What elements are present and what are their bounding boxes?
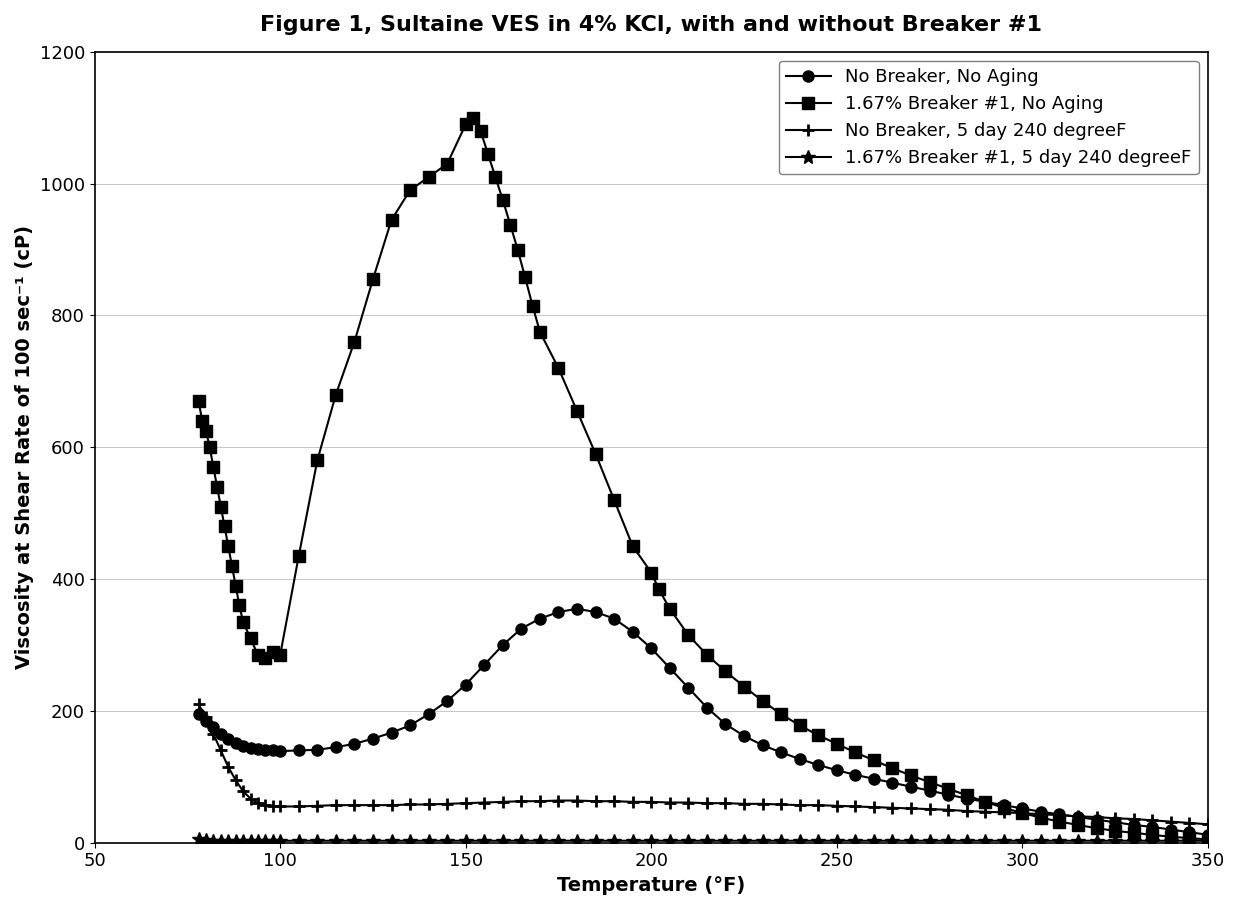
- 1.67% Breaker #1, No Aging: [923, 776, 937, 787]
- 1.67% Breaker #1, No Aging: [1070, 820, 1085, 831]
- No Breaker, No Aging: [191, 709, 206, 720]
- Line: 1.67% Breaker #1, 5 day 240 degreeF: 1.67% Breaker #1, 5 day 240 degreeF: [192, 833, 1215, 848]
- 1.67% Breaker #1, 5 day 240 degreeF: [310, 835, 325, 846]
- No Breaker, 5 day 240 degreeF: [1200, 819, 1215, 830]
- No Breaker, No Aging: [291, 745, 306, 756]
- 1.67% Breaker #1, 5 day 240 degreeF: [206, 835, 221, 846]
- No Breaker, 5 day 240 degreeF: [191, 699, 206, 710]
- 1.67% Breaker #1, No Aging: [978, 796, 993, 807]
- 1.67% Breaker #1, 5 day 240 degreeF: [236, 835, 250, 846]
- No Breaker, No Aging: [569, 603, 584, 614]
- 1.67% Breaker #1, 5 day 240 degreeF: [384, 835, 399, 846]
- 1.67% Breaker #1, 5 day 240 degreeF: [774, 835, 789, 846]
- No Breaker, No Aging: [366, 733, 381, 744]
- No Breaker, 5 day 240 degreeF: [291, 801, 306, 812]
- Title: Figure 1, Sultaine VES in 4% KCl, with and without Breaker #1: Figure 1, Sultaine VES in 4% KCl, with a…: [260, 15, 1043, 35]
- Line: 1.67% Breaker #1, No Aging: 1.67% Breaker #1, No Aging: [193, 112, 1214, 845]
- No Breaker, No Aging: [1200, 829, 1215, 840]
- 1.67% Breaker #1, No Aging: [466, 112, 481, 123]
- No Breaker, 5 day 240 degreeF: [228, 774, 243, 785]
- 1.67% Breaker #1, No Aging: [885, 763, 900, 773]
- 1.67% Breaker #1, No Aging: [1200, 834, 1215, 844]
- Legend: No Breaker, No Aging, 1.67% Breaker #1, No Aging, No Breaker, 5 day 240 degreeF,: No Breaker, No Aging, 1.67% Breaker #1, …: [779, 61, 1199, 175]
- No Breaker, 5 day 240 degreeF: [366, 800, 381, 811]
- 1.67% Breaker #1, No Aging: [213, 501, 228, 512]
- 1.67% Breaker #1, No Aging: [191, 396, 206, 407]
- Line: No Breaker, No Aging: No Breaker, No Aging: [193, 603, 1214, 840]
- 1.67% Breaker #1, 5 day 240 degreeF: [644, 835, 658, 846]
- No Breaker, 5 day 240 degreeF: [755, 798, 770, 809]
- 1.67% Breaker #1, 5 day 240 degreeF: [1070, 835, 1085, 846]
- 1.67% Breaker #1, No Aging: [941, 784, 956, 794]
- No Breaker, No Aging: [1070, 812, 1085, 823]
- No Breaker, No Aging: [644, 642, 658, 653]
- Y-axis label: Viscosity at Shear Rate of 100 sec⁻¹ (cP): Viscosity at Shear Rate of 100 sec⁻¹ (cP…: [15, 226, 33, 669]
- 1.67% Breaker #1, 5 day 240 degreeF: [1200, 835, 1215, 846]
- 1.67% Breaker #1, 5 day 240 degreeF: [191, 834, 206, 844]
- No Breaker, 5 day 240 degreeF: [1052, 810, 1066, 821]
- No Breaker, No Aging: [228, 737, 243, 748]
- No Breaker, No Aging: [774, 747, 789, 758]
- X-axis label: Temperature (°F): Temperature (°F): [557, 876, 745, 895]
- No Breaker, 5 day 240 degreeF: [1182, 817, 1197, 828]
- Line: No Breaker, 5 day 240 degreeF: No Breaker, 5 day 240 degreeF: [192, 698, 1214, 831]
